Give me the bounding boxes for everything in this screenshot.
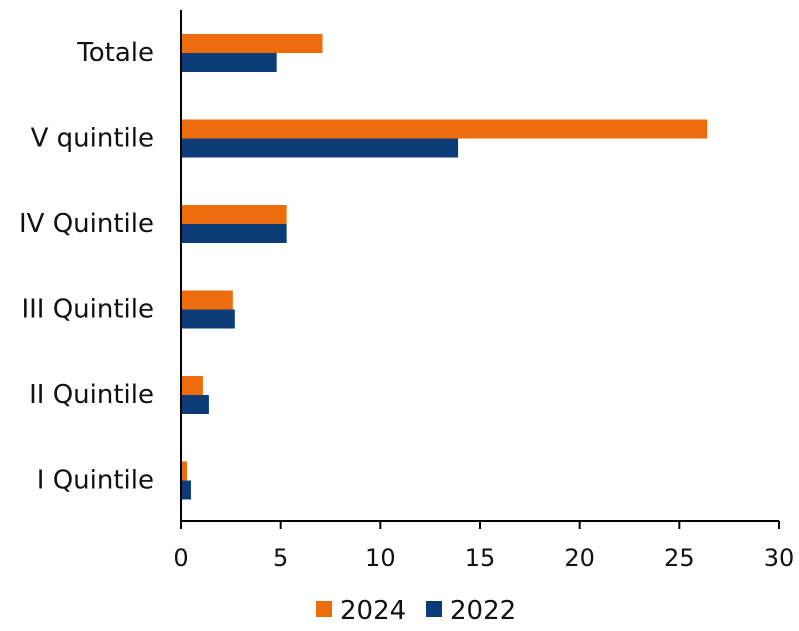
bar-2024-5 <box>181 461 187 481</box>
x-tick-label: 15 <box>465 544 496 572</box>
category-label: V quintile <box>31 124 154 154</box>
bar-2022-1 <box>181 138 459 158</box>
x-tick-label: 20 <box>564 544 595 572</box>
x-tick-label: 30 <box>764 544 795 572</box>
x-ticks-group: 0 5 10 15 20 25 30 <box>173 521 794 572</box>
category-label: III Quintile <box>21 295 154 325</box>
axes-group <box>180 10 779 522</box>
bar-2022-5 <box>181 480 191 500</box>
bar-2022-0 <box>181 53 277 72</box>
bar-2024-3 <box>181 290 233 310</box>
x-tick-label: 0 <box>173 544 188 572</box>
legend-swatch-2024 <box>316 601 332 617</box>
bar-2024-1 <box>181 119 708 139</box>
bar-2024-0 <box>181 34 323 53</box>
bar-2024-4 <box>181 376 203 395</box>
legend-label-2022: 2022 <box>450 596 516 626</box>
category-label: II Quintile <box>29 380 154 410</box>
x-tick-label: 10 <box>365 544 396 572</box>
category-label: Totale <box>76 38 154 68</box>
legend-label-2024: 2024 <box>340 596 406 626</box>
bar-2022-3 <box>181 309 235 329</box>
bar-2024-2 <box>181 205 287 224</box>
category-labels-group: Totale V quintile IV Quintile III Quintile I… <box>19 38 154 496</box>
legend-swatch-2022 <box>426 601 442 617</box>
legend: 2024 2022 <box>316 596 516 626</box>
bar-2022-2 <box>181 224 287 243</box>
x-tick-label: 5 <box>273 544 288 572</box>
category-label: I Quintile <box>37 466 154 496</box>
category-label: IV Quintile <box>19 209 154 239</box>
bar-2022-4 <box>181 395 209 414</box>
bars-group <box>181 34 708 500</box>
x-tick-label: 25 <box>664 544 695 572</box>
